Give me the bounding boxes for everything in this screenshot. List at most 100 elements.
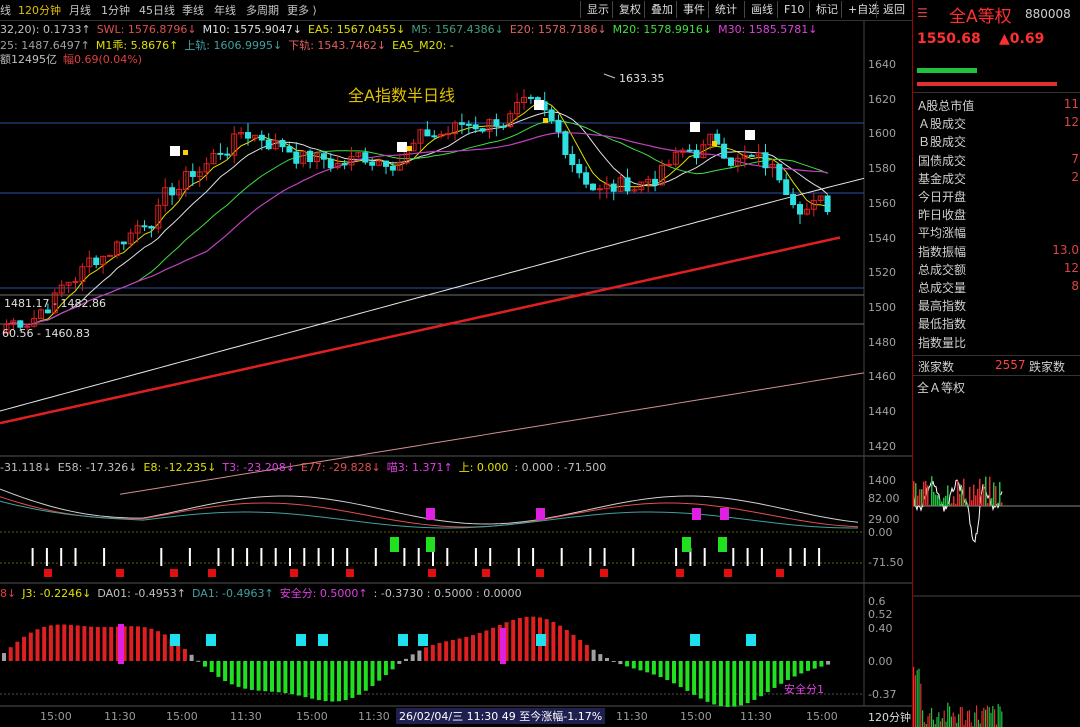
yellow-signal-marker <box>712 141 717 146</box>
sub2-histogram-bar <box>15 641 20 661</box>
sub2-histogram-bar <box>598 654 603 661</box>
sub2-histogram-bar <box>196 660 201 662</box>
candle-body <box>320 153 327 160</box>
sub2-histogram-bar <box>491 627 496 661</box>
candle-body <box>458 122 465 125</box>
candle-body <box>203 163 210 173</box>
period-item-multi[interactable]: 多周期 <box>246 4 279 17</box>
sub2-histogram-bar <box>283 661 288 694</box>
mini-volume-bottom <box>947 702 949 727</box>
candle-body <box>17 320 24 328</box>
ma250-line <box>119 372 865 495</box>
mini-volume-bottom <box>981 710 983 727</box>
mark-button[interactable]: 标记 <box>809 1 844 18</box>
candle-body <box>424 129 431 137</box>
period-item-more[interactable]: 更多 ⟩ <box>287 4 317 17</box>
sub2-histogram-bar <box>558 625 563 661</box>
events-button[interactable]: 事件 <box>676 1 711 18</box>
candle-body <box>527 96 534 99</box>
candle-body <box>86 257 93 268</box>
mini-volume-bottom <box>916 670 918 727</box>
sub2-histogram-bar <box>450 639 455 661</box>
stats-button[interactable]: 统计 <box>708 1 743 18</box>
kline-chart-area[interactable] <box>0 0 912 727</box>
candle-body <box>452 122 458 135</box>
mini-volume-bar <box>1001 502 1003 506</box>
mini-volume-bar <box>961 487 963 506</box>
sub2-histogram-bar <box>310 661 315 699</box>
sub2-indicator-1: J3: -0.2246↓ <box>22 587 92 600</box>
sub2-histogram-bar <box>605 658 609 661</box>
mini-volume-bar <box>919 489 921 506</box>
sub2-histogram-bar <box>303 661 308 698</box>
main-indicator-1: SWL: 1576.8796↓ <box>96 23 197 36</box>
sub2-histogram-bar <box>511 619 516 661</box>
mini-period-label[interactable]: 120分钟 <box>868 711 911 724</box>
sub2-histogram-bar <box>618 661 623 665</box>
candle-body <box>300 150 307 164</box>
mini-volume-bar <box>925 480 927 506</box>
candle-body <box>31 318 38 327</box>
sub2-histogram-bar <box>591 649 596 661</box>
back-button[interactable]: 返回 <box>876 1 911 18</box>
sub2-histogram-bar <box>236 661 241 687</box>
candle-body <box>645 178 652 183</box>
mini-volume-bottom <box>918 668 920 727</box>
sub1-green-box <box>426 537 435 552</box>
display-button[interactable]: 显示 <box>580 1 615 18</box>
mini-volume-bar <box>945 495 947 506</box>
candle-body <box>169 187 176 196</box>
overlay-button[interactable]: 叠加 <box>644 1 679 18</box>
mini-volume-bar <box>987 503 989 506</box>
period-item-season[interactable]: 季线 <box>182 4 204 17</box>
chart-title: 全A指数半日线 <box>348 86 455 105</box>
sub2-histogram-bar <box>464 636 469 661</box>
sub2-histogram-bar <box>370 661 375 686</box>
menu-icon[interactable]: ☰ <box>917 6 928 20</box>
candle-body <box>431 135 438 138</box>
period-item[interactable]: 线 <box>0 4 11 17</box>
period-item-year[interactable]: 年线 <box>214 4 236 17</box>
candle-body <box>686 149 693 152</box>
time-axis-tick: 11:30 <box>358 710 390 723</box>
mini-volume-bottom <box>941 718 943 727</box>
candle-body <box>714 133 721 145</box>
quote-stat-label: 平均涨幅 <box>918 226 967 241</box>
up-count-value: 2557 <box>995 358 1026 372</box>
divider <box>913 355 1080 356</box>
candle-body <box>376 160 383 166</box>
draw-button[interactable]: 画线 <box>744 1 779 18</box>
mini-volume-bottom <box>979 723 981 727</box>
candle-body <box>217 152 224 155</box>
adjust-button[interactable]: 复权 <box>612 1 647 18</box>
sub2-histogram-bar <box>169 638 174 661</box>
mini-volume-bar <box>923 481 925 506</box>
sub1-indicator-4: E77: -29.828↓ <box>300 461 381 474</box>
price-axis-tick: 1460 <box>868 370 896 383</box>
main-indicator-b-2: 上轨: 1606.9995↓ <box>184 39 283 52</box>
period-item-month[interactable]: 月线 <box>69 4 91 17</box>
mini-volume-bottom <box>952 712 954 727</box>
time-axis-tick: 15:00 <box>806 710 838 723</box>
yellow-signal-marker <box>543 118 548 123</box>
sub2-histogram-bar <box>129 626 134 661</box>
ma5-line <box>6 101 828 326</box>
sub2-histogram-bar <box>22 636 27 661</box>
period-item-1min[interactable]: 1分钟 <box>101 4 130 17</box>
add-watchlist-button[interactable]: +自选 <box>841 1 885 18</box>
down-count-label: 跌家数 <box>1029 360 1066 374</box>
mini-intraday-chart[interactable] <box>913 396 1080 727</box>
period-item-120min[interactable]: 120分钟 <box>18 4 61 17</box>
quote-stat-value: 8 <box>1071 279 1079 293</box>
sub2-histogram-bar <box>417 650 422 661</box>
candle-body <box>700 144 707 159</box>
mini-volume-bottom <box>965 720 967 727</box>
sub2-histogram-bar <box>611 661 616 662</box>
f10-button[interactable]: F10 <box>777 1 810 18</box>
mini-volume-bottom <box>925 724 927 727</box>
sub2-histogram-bar <box>678 661 683 688</box>
sub2-histogram-bar <box>390 661 395 670</box>
sub2-histogram-bar <box>102 627 107 661</box>
mini-volume-bottom <box>950 716 952 727</box>
period-item-45day[interactable]: 45日线 <box>139 4 175 17</box>
